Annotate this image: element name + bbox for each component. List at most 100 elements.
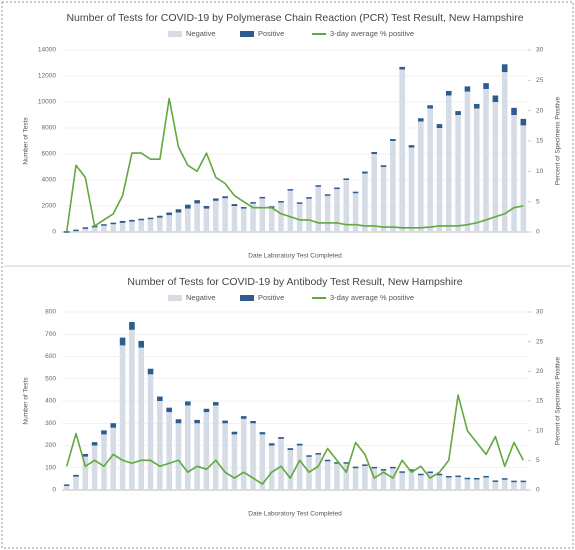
bar	[82, 456, 89, 490]
bar	[362, 465, 368, 490]
bar	[240, 416, 247, 419]
y2-tick-label: 0	[536, 229, 540, 236]
y-tick-label: 0	[52, 229, 56, 236]
bar	[492, 95, 499, 102]
bar	[250, 202, 256, 204]
bar	[380, 167, 387, 232]
bar	[492, 480, 499, 482]
bar	[259, 196, 266, 199]
y-tick-label: 12000	[38, 73, 56, 80]
bar	[119, 337, 126, 346]
bar	[147, 217, 154, 220]
bar	[455, 111, 461, 115]
bar	[250, 423, 256, 490]
bar	[166, 215, 172, 232]
bar	[157, 215, 163, 218]
bar	[362, 171, 368, 174]
line	[65, 394, 525, 485]
bar	[212, 402, 219, 406]
bar	[119, 345, 126, 490]
y2-axis-label: Percent of Specimens Positive	[555, 97, 562, 186]
bar	[445, 90, 452, 96]
legend-swatch	[240, 295, 254, 301]
bar	[231, 434, 238, 490]
bar	[352, 467, 359, 490]
bar	[157, 396, 163, 401]
bar	[455, 115, 461, 232]
y-tick-label: 6000	[42, 151, 57, 158]
bar	[380, 469, 387, 490]
bar	[278, 201, 284, 203]
bar	[63, 484, 70, 486]
bar	[315, 185, 322, 187]
bar	[343, 462, 350, 464]
bar	[166, 407, 172, 413]
bar	[296, 202, 303, 204]
bar	[119, 222, 126, 232]
bar	[324, 461, 331, 490]
bar	[240, 418, 247, 490]
x-axis-label: Date Laboratory Test Completed	[248, 253, 342, 260]
bar	[259, 198, 266, 232]
bar	[222, 423, 228, 490]
bar	[445, 476, 452, 490]
bar	[147, 368, 154, 375]
bar	[203, 408, 210, 413]
bar	[101, 430, 107, 435]
bar	[212, 200, 219, 232]
y-tick-label: 600	[45, 353, 56, 360]
y-tick-label: 500	[45, 375, 56, 382]
bar	[511, 115, 517, 232]
bar	[473, 478, 480, 490]
bar	[166, 212, 172, 216]
bar	[73, 476, 79, 490]
legend-swatch	[168, 31, 182, 37]
bar	[418, 473, 424, 476]
bar	[455, 476, 461, 490]
bar	[501, 64, 508, 73]
bar	[483, 83, 489, 89]
bar	[157, 401, 163, 490]
y2-tick-label: 25	[536, 338, 544, 345]
bar	[110, 427, 117, 490]
chart-title: Number of Tests for COVID-19 by Antibody…	[127, 276, 462, 288]
legend-label: 3-day average % positive	[330, 29, 414, 38]
bar	[119, 220, 126, 223]
bar	[101, 224, 107, 226]
bar	[194, 419, 200, 424]
bar	[455, 475, 461, 478]
y2-tick-label: 5	[536, 198, 540, 205]
bar	[129, 322, 135, 330]
bar	[511, 480, 517, 483]
bar	[222, 196, 228, 199]
x-axis-label: Date Laboratory Test Completed	[248, 511, 342, 518]
bar	[306, 197, 312, 199]
bar	[306, 456, 312, 490]
bar	[380, 165, 387, 167]
bar	[138, 340, 145, 348]
bar	[185, 401, 191, 406]
bar	[445, 475, 452, 478]
bar	[138, 347, 145, 490]
bar	[287, 189, 294, 191]
bar	[194, 203, 200, 232]
bar	[91, 445, 98, 490]
bar	[110, 423, 117, 428]
bar	[408, 469, 415, 490]
chart-title: Number of Tests for COVID-19 by Polymera…	[66, 12, 523, 24]
bar	[250, 203, 256, 232]
bar	[501, 478, 508, 480]
bar	[343, 180, 350, 232]
bar	[352, 466, 359, 469]
bar	[511, 481, 517, 490]
bar	[334, 463, 340, 490]
bar	[473, 108, 480, 232]
bar	[185, 204, 191, 209]
y-tick-label: 100	[45, 464, 56, 471]
bar	[212, 198, 219, 201]
bar	[240, 207, 247, 209]
bar	[492, 481, 499, 490]
y-tick-label: 800	[45, 309, 56, 316]
bar	[147, 374, 154, 490]
